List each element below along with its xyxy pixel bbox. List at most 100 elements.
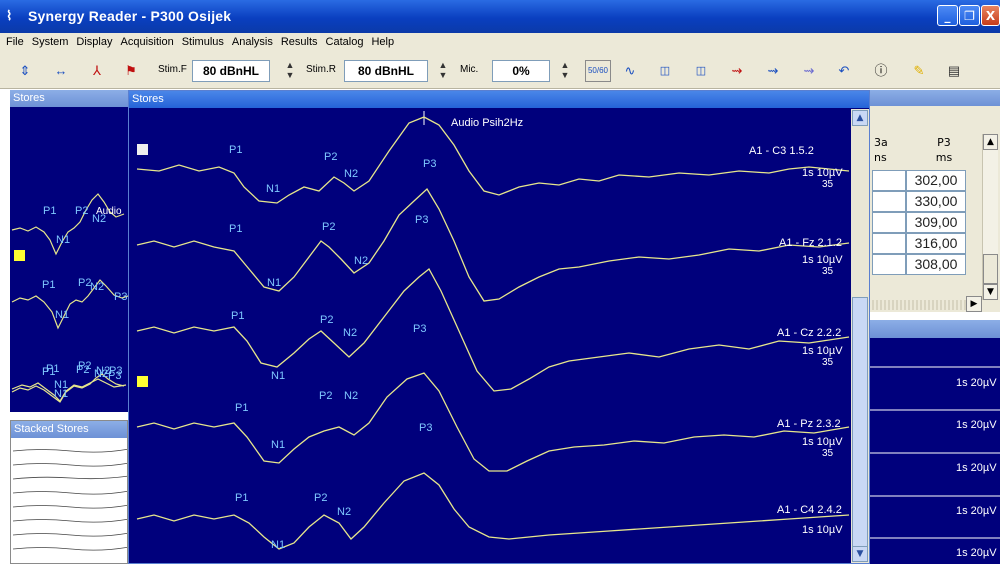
col-3a-header: 3a	[874, 136, 888, 149]
menu-results[interactable]: Results	[280, 36, 318, 48]
p3-value-cell[interactable]: 302,00	[906, 170, 966, 191]
stim-f-field[interactable]: 80 dBnHL	[192, 60, 270, 82]
vertical-scale-icon[interactable]: ⇕	[19, 63, 31, 78]
peak-label: P3	[415, 214, 428, 226]
peak-label: P1	[229, 223, 242, 235]
p3-value-cell[interactable]: 316,00	[906, 233, 966, 254]
table-cell-empty[interactable]	[872, 170, 906, 191]
horizontal-scale-icon[interactable]: ↔	[54, 63, 68, 78]
left-marker-yellow	[14, 250, 25, 261]
menu-stimulus[interactable]: Stimulus	[181, 36, 224, 48]
undo-icon[interactable]: ↶	[838, 63, 850, 78]
left-peak-label: P2	[76, 364, 89, 376]
channel-label: A1 - C3 1.5.2	[749, 145, 814, 157]
stim-f-spinner[interactable]: ▲ ▼	[285, 60, 295, 80]
left-peak-label: N1	[54, 379, 68, 391]
table-cell-empty[interactable]	[872, 233, 906, 254]
left-peak-label: N2	[90, 281, 104, 293]
left-peak-label: P3	[114, 291, 127, 303]
menu-system[interactable]: System	[31, 36, 69, 48]
right-traces-header	[870, 320, 1000, 338]
menu-display[interactable]: Display	[76, 36, 113, 48]
left-peak-label: N1	[55, 309, 69, 321]
peak-label: N1	[271, 370, 285, 382]
scroll-down-arrow-icon[interactable]: ▼	[852, 546, 868, 562]
peak-label: P1	[235, 492, 248, 504]
menu-file[interactable]: File	[6, 36, 24, 48]
app-icon[interactable]: ⌇	[6, 9, 13, 24]
left-stores-panel: Stores P1 P2 N2 N1 Audio P1 P2 N2 P3 N1 …	[10, 90, 128, 412]
col-3a-unit: ns	[874, 151, 887, 164]
p3-value-cell[interactable]: 330,00	[906, 191, 966, 212]
table-scroll-right-icon[interactable]: ▶	[966, 296, 982, 312]
col-p3-header: P3	[937, 136, 951, 149]
split-view-1-icon[interactable]: ◫	[659, 65, 671, 77]
menu-analysis[interactable]: Analysis	[231, 36, 273, 48]
left-peak-label: P2	[78, 277, 91, 289]
stim-r-spinner[interactable]: ▲ ▼	[438, 60, 448, 80]
left-peak-label: N1	[56, 234, 70, 246]
scroll-thumb[interactable]	[852, 297, 868, 547]
count-label: 35	[822, 179, 834, 190]
add-marker-icon[interactable]: ⇝	[731, 63, 743, 78]
main-stores-scrollbar[interactable]: ▲ ▼	[851, 109, 869, 563]
peak-tool-light-icon[interactable]: ⇝	[803, 63, 815, 78]
close-button[interactable]: X	[981, 5, 1000, 26]
peak-label: P2	[324, 151, 337, 163]
left-trace-1: P1 P2 N2 N1 Audio	[11, 193, 125, 256]
right-panel-header	[870, 90, 1000, 106]
left-peak-label: P1	[43, 205, 56, 217]
stim-r-field[interactable]: 80 dBnHL	[344, 60, 428, 82]
table-cell-empty[interactable]	[872, 212, 906, 233]
mic-spinner[interactable]: ▲ ▼	[560, 60, 570, 80]
left-stores-lower: P1 P2 N2 P3 N1	[10, 355, 128, 411]
peak-label: N2	[344, 390, 358, 402]
count-label: 35	[822, 448, 834, 459]
peak-tool-icon[interactable]: ⇝	[767, 63, 779, 78]
scroll-up-arrow-icon[interactable]: ▲	[852, 110, 868, 126]
peak-label: P3	[413, 323, 426, 335]
p3-value-cell[interactable]: 308,00	[906, 254, 966, 275]
left-peak-label: N1	[54, 388, 68, 400]
right-scale-label: 1s 20µV	[956, 547, 997, 559]
peak-label: N1	[266, 183, 280, 195]
left-trace-3: P1 P2 N2 P3 N1	[11, 360, 125, 403]
restore-button[interactable]: ❐	[959, 5, 980, 26]
trace-cz: P1 N1 P2 N2 P3 A1 - Cz 2.2.2 1s 10µV 35	[136, 268, 850, 392]
left-trace-2: P1 P2 N2 P3 N1	[11, 277, 128, 330]
peak-label: N2	[344, 168, 358, 180]
peak-label: P3	[419, 422, 432, 434]
help-icon[interactable]: ⓘ	[874, 63, 888, 78]
left-peak-label: N2	[96, 365, 110, 377]
channel-label: A1 - Fz 2.1.2	[779, 237, 842, 249]
flag-cursor-icon[interactable]: ⚑	[125, 63, 137, 78]
menu-acquisition[interactable]: Acquisition	[120, 36, 174, 48]
p3-value-cell[interactable]: 309,00	[906, 212, 966, 233]
mic-field[interactable]: 0%	[492, 60, 550, 82]
waveform-icon[interactable]: ∿	[624, 63, 636, 78]
note-icon[interactable]: ✎	[913, 63, 925, 78]
table-scroll-down-icon[interactable]: ▼	[983, 284, 998, 300]
channel-label: A1 - Cz 2.2.2	[777, 327, 841, 339]
table-scroll-thumb[interactable]	[983, 254, 998, 284]
table-hscroll-track[interactable]	[872, 300, 982, 310]
marker-cursor-icon[interactable]: ⅄	[93, 63, 101, 78]
window-title: Synergy Reader - P300 Osijek	[28, 8, 232, 24]
table-scroll-up-icon[interactable]: ▲	[983, 134, 998, 150]
split-view-2-icon[interactable]: ◫	[695, 65, 707, 77]
left-peak-label: P3	[109, 365, 122, 377]
main-stores-canvas: Audio Psih2Hz P1 N1 P2 N2 P3 A1 - C3 1.5…	[136, 111, 850, 551]
menu-help[interactable]: Help	[371, 36, 395, 48]
table-cell-empty[interactable]	[872, 191, 906, 212]
scale-label: 1s 10µV	[802, 345, 843, 357]
col-p3-unit: ms	[935, 151, 953, 164]
menu-catalog[interactable]: Catalog	[325, 36, 364, 48]
scale-label: 1s 10µV	[802, 254, 843, 266]
table-cell-empty[interactable]	[872, 254, 906, 275]
filter-50-60-button[interactable]: 50/60	[585, 60, 611, 82]
report-icon[interactable]: ▤	[947, 63, 961, 78]
left-peak-label: P1	[42, 279, 55, 291]
minimize-button[interactable]: _	[937, 5, 958, 26]
peak-label: N1	[267, 277, 281, 289]
table-vscroll[interactable]: ▲ ▼	[982, 134, 998, 300]
